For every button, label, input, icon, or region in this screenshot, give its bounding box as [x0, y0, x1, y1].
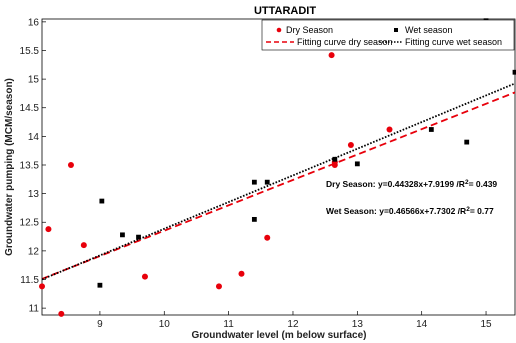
dry-r2-value: = 0.439	[469, 179, 498, 189]
wet-point-3	[136, 234, 141, 240]
dry-point-12	[347, 141, 354, 148]
x-tick-label-2: 11	[223, 319, 234, 330]
dry-point-7	[238, 270, 245, 277]
y-tick-label-8: 15	[28, 75, 40, 86]
wet-point-1	[99, 198, 105, 204]
y-tick-label-5: 13.5	[20, 160, 40, 171]
x-tick-label-3: 12	[287, 319, 299, 330]
dry-point-0	[39, 283, 45, 290]
dry-point-4	[80, 242, 87, 249]
x-tick-label-6: 15	[480, 319, 492, 330]
wet-point-9	[428, 127, 434, 132]
y-tick-label-0: 11	[29, 304, 40, 315]
x-tick-label-4: 13	[352, 319, 364, 330]
wet-point-0	[97, 282, 103, 288]
legend-wet-fit-label: Fitting curve wet season	[405, 37, 502, 47]
wet-point-10	[464, 139, 470, 145]
legend-wet-label: Wet season	[405, 25, 452, 35]
x-tick-label-1: 10	[159, 319, 171, 330]
x-tick-label-0: 9	[97, 319, 103, 330]
wet-equation-text: Wet Season: y=0.46566x+7.7302 /R	[326, 206, 466, 216]
legend-dry-label: Dry Season	[286, 25, 333, 35]
wet-point-6	[264, 179, 270, 185]
wet-point-8	[354, 161, 360, 167]
wet-r2-value: = 0.77	[470, 206, 494, 216]
dry-point-9	[328, 52, 335, 59]
data-points	[39, 18, 516, 317]
x-axis-label: Groundwater level (m below surface)	[191, 330, 366, 341]
dry-season-equation: Dry Season: y=0.44328x+7.9199 /R2= 0.439	[326, 179, 497, 189]
y-tick-label-4: 13	[28, 189, 40, 200]
dry-r2-superscript: 2	[465, 179, 469, 186]
wet-r2-superscript: 2	[466, 206, 470, 213]
legend-box	[261, 19, 515, 51]
x-axis-ticks: 9 10 11 12 13 14 15	[97, 311, 492, 330]
dry-point-2	[58, 310, 65, 317]
wet-fit-line	[41, 82, 516, 281]
y-tick-label-1: 11.5	[20, 275, 39, 286]
y-tick-label-6: 14	[28, 132, 40, 143]
y-tick-label-9: 15.5	[20, 46, 40, 57]
wet-point-7	[332, 156, 338, 162]
wet-point-12	[512, 69, 516, 75]
dry-point-6	[215, 283, 222, 290]
dry-point-1	[45, 226, 52, 233]
y-tick-label-7: 14.5	[20, 103, 40, 114]
fit-lines	[41, 82, 516, 281]
dry-point-13	[386, 126, 393, 133]
y-tick-label-10: 16	[28, 17, 40, 28]
dry-point-11	[331, 161, 338, 168]
legend-dry-marker	[276, 27, 282, 33]
y-tick-label-2: 12	[28, 246, 40, 257]
dry-fit-line	[41, 91, 516, 280]
dry-equation-text: Dry Season: y=0.44328x+7.9199 /R	[326, 179, 465, 189]
wet-point-2	[120, 232, 125, 238]
legend-wet-marker	[394, 28, 398, 32]
y-axis-label: Groundwater pumping (MCM/season)	[4, 78, 15, 256]
wet-point-4	[251, 179, 257, 185]
wet-season-equation: Wet Season: y=0.46566x+7.7302 /R2= 0.77	[326, 206, 494, 216]
wet-point-5	[251, 216, 257, 222]
chart-title: UTTARADIT	[254, 5, 316, 17]
dry-point-8	[264, 234, 271, 241]
x-tick-label-5: 14	[416, 319, 428, 330]
legend-dry-fit-label: Fitting curve dry season	[297, 37, 393, 47]
dry-point-3	[67, 161, 74, 168]
plot-frame	[41, 18, 516, 316]
y-axis-ticks: 11 11.5 12 12.5 13 13.5 14 14.5 15 15.5 16	[20, 17, 46, 315]
y-tick-label-3: 12.5	[20, 218, 40, 229]
legend: Dry Season Wet season Fitting curve dry …	[261, 19, 515, 51]
dry-point-5	[141, 273, 148, 280]
